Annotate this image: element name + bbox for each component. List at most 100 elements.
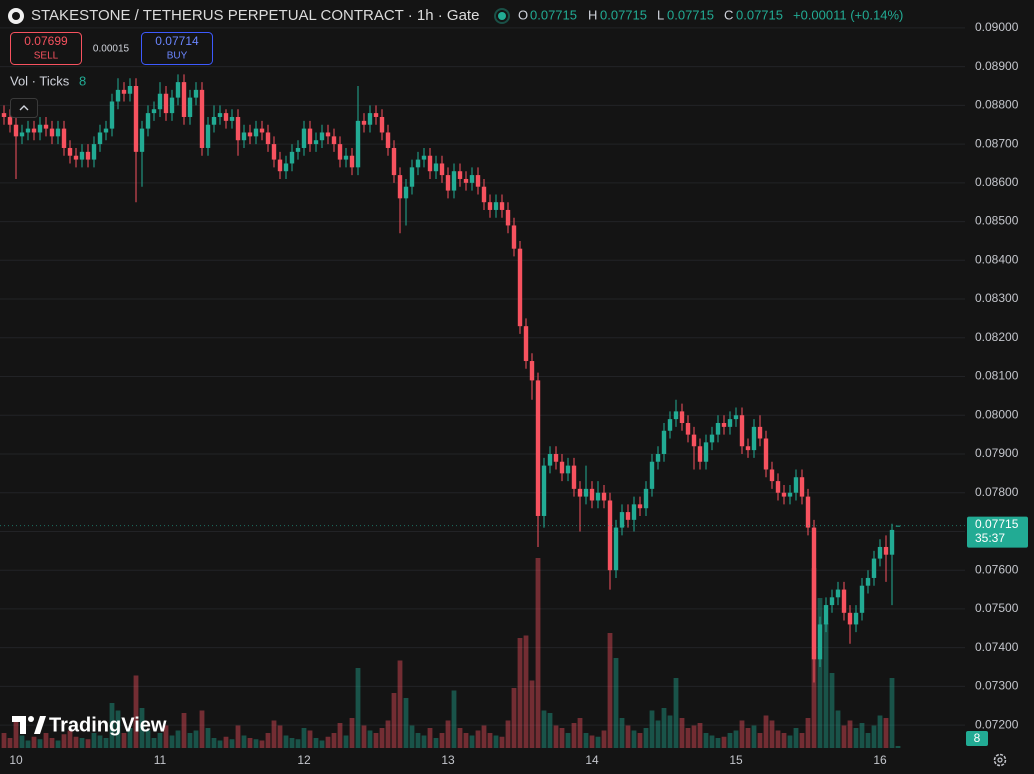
x-tick-label: 14 — [585, 753, 599, 767]
candle-body — [475, 175, 481, 187]
volume-bar — [637, 733, 643, 748]
candle-body — [793, 477, 799, 493]
y-tick-label: 0.07800 — [975, 485, 1019, 499]
volume-bar — [823, 623, 829, 748]
volume-bar — [37, 739, 43, 748]
volume-bar — [445, 720, 451, 748]
collapse-box[interactable] — [10, 98, 38, 118]
volume-bar — [73, 736, 79, 748]
volume-bar — [757, 733, 763, 748]
volume-bar — [697, 723, 703, 748]
volume-bar — [787, 735, 793, 748]
y-tick-label: 0.08200 — [975, 330, 1019, 344]
volume-bar — [235, 725, 241, 748]
buy-label[interactable]: BUY — [167, 51, 188, 62]
candle-body — [367, 113, 373, 125]
plot-area: 0.07200 0.07300 0.07400 0.07500 0.07600 0.077… — [0, 20, 1019, 767]
symbol-icon-inner — [12, 12, 20, 20]
settings-button[interactable] — [993, 753, 1007, 767]
y-tick-label: 0.08500 — [975, 214, 1019, 228]
candle-body — [643, 488, 649, 509]
volume-bar — [781, 733, 787, 748]
sell-button[interactable]: 0.07699 SELL — [10, 32, 82, 65]
x-tick-label: 15 — [729, 753, 743, 767]
volume-bar — [529, 680, 535, 748]
volume-bar — [379, 728, 385, 748]
volume-bar — [571, 723, 577, 748]
candle-body — [757, 426, 763, 439]
gear[interactable] — [993, 753, 1007, 767]
gear-hub[interactable] — [997, 757, 1003, 763]
collapse-button[interactable] — [10, 98, 38, 118]
candle-body — [31, 128, 37, 133]
candle-body — [121, 89, 127, 94]
volume-bar — [349, 718, 355, 748]
candle-body — [847, 612, 853, 625]
candle-body — [235, 116, 241, 141]
candle-body — [355, 120, 361, 168]
sell-box[interactable] — [10, 32, 82, 65]
volume-bar — [85, 739, 91, 748]
volume-bar — [427, 728, 433, 748]
open-value: 0.07715 — [530, 7, 577, 22]
candle-body — [67, 147, 73, 156]
y-tick-label: 0.07200 — [975, 717, 1019, 731]
volume-bar — [667, 715, 673, 748]
candle-body — [637, 504, 643, 509]
candle-body — [49, 128, 55, 137]
candle-body — [373, 113, 379, 117]
volume-bar — [295, 739, 301, 748]
volume-bar — [523, 635, 529, 748]
volume-bar — [433, 738, 439, 748]
candle-body — [19, 132, 25, 137]
volume-bar — [313, 738, 319, 748]
candle-body — [103, 128, 109, 133]
volume-bar — [403, 698, 409, 748]
candle-body — [139, 128, 145, 152]
x-tick-label: 12 — [297, 753, 311, 767]
volume-bar — [193, 730, 199, 748]
volume-bar — [211, 738, 217, 748]
volume-bar — [691, 725, 697, 748]
buy-button[interactable]: 0.07714 BUY — [141, 32, 213, 65]
buy-price[interactable]: 0.07714 — [155, 34, 199, 48]
volume-bar — [841, 725, 847, 748]
candle-body — [487, 202, 493, 210]
volume-bar — [175, 730, 181, 748]
sell-label[interactable]: SELL — [34, 51, 59, 62]
candle-body — [667, 419, 673, 431]
candle-body — [397, 175, 403, 199]
status-dot — [498, 12, 506, 20]
volume-bar — [97, 735, 103, 748]
volume-bar — [469, 735, 475, 748]
volume-bar — [805, 718, 811, 748]
volume-bar — [565, 733, 571, 748]
candle-body — [313, 140, 319, 145]
y-tick-label: 0.07500 — [975, 601, 1019, 615]
volume-bar — [355, 668, 361, 748]
volume-bar — [679, 718, 685, 748]
volume-bar — [397, 660, 403, 748]
candle-body — [589, 488, 595, 501]
volume-bar — [895, 746, 901, 748]
volume-bar — [559, 728, 565, 748]
candle-body — [607, 500, 613, 571]
candle-body — [727, 419, 733, 427]
volume-bar — [463, 733, 469, 748]
volume-bar — [337, 723, 343, 748]
sell-price[interactable]: 0.07699 — [24, 34, 68, 48]
logo-slash — [34, 716, 46, 734]
volume-bar — [247, 738, 253, 748]
close-value: 0.07715 — [736, 7, 783, 22]
volume-bar — [331, 733, 337, 748]
candle-body — [673, 411, 679, 420]
buy-box[interactable] — [141, 32, 213, 65]
volume-bar — [121, 733, 127, 748]
volume-last-label: 8 — [974, 731, 981, 745]
candle-body — [85, 151, 91, 160]
volume-bar — [541, 710, 547, 748]
collapse-chevron[interactable] — [19, 105, 29, 111]
candle-body — [781, 492, 787, 497]
candle-body — [721, 423, 727, 427]
